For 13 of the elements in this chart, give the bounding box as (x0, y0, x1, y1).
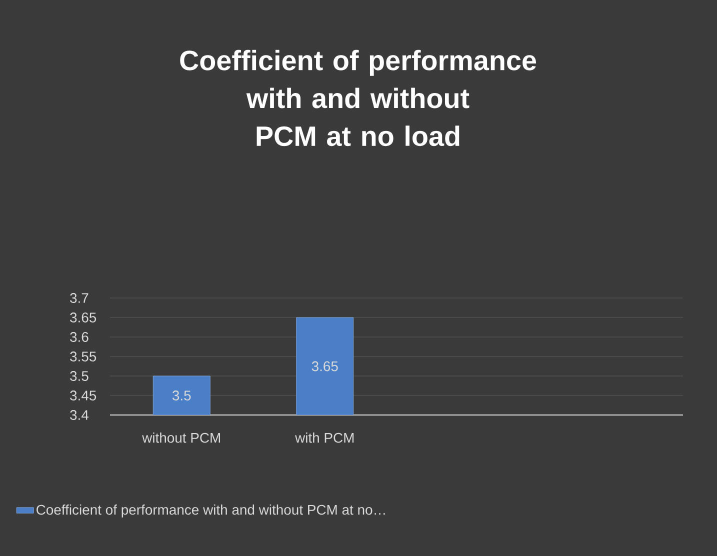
y-tick-label: 3.4 (70, 410, 88, 420)
y-tick-label: 3.7 (70, 293, 88, 303)
chart-title: Coefficient of performance with and without PCM at no load (180, 50, 536, 146)
y-tick-label: 3.5 (70, 371, 88, 381)
y-tick-label: 3.65 (70, 312, 96, 322)
data-label: 3.65 (312, 361, 338, 372)
data-label: 3.5 (172, 390, 191, 400)
legend-label: Coefficient of performance with and without PCM at no… (36, 504, 385, 518)
y-tick-label: 3.6 (70, 332, 88, 342)
x-tick-label: without PCM (142, 432, 220, 443)
x-tick-label: with PCM (295, 432, 354, 443)
y-tick-label: 3.45 (70, 390, 96, 400)
y-tick-label: 3.55 (70, 352, 96, 362)
